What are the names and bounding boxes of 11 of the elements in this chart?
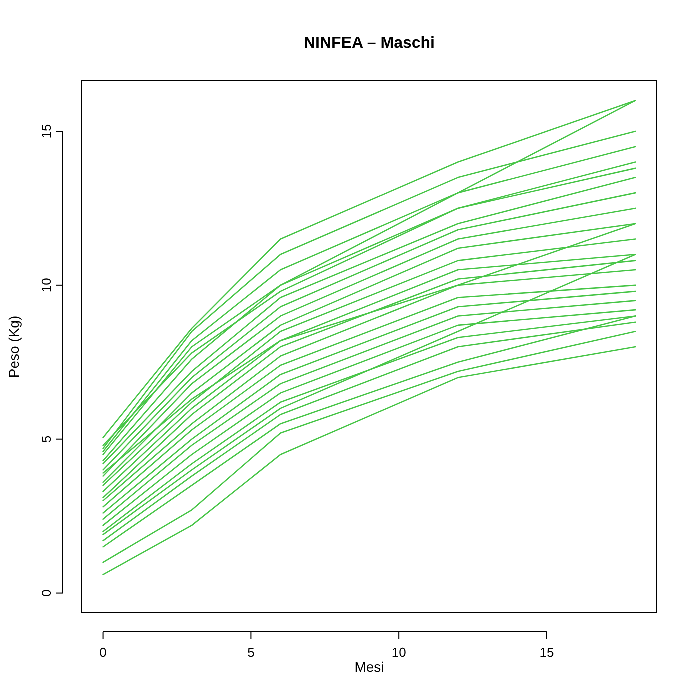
x-axis-title: Mesi	[354, 659, 384, 675]
chart-title: NINFEA – Maschi	[304, 35, 435, 52]
x-tick-label: 0	[100, 645, 107, 660]
y-axis-title: Peso (Kg)	[6, 316, 22, 378]
y-tick-label: 5	[39, 436, 54, 443]
y-tick-label: 10	[39, 278, 54, 293]
x-tick-label: 10	[392, 645, 406, 660]
y-tick-label: 0	[39, 590, 54, 597]
y-tick-label: 15	[39, 124, 54, 139]
x-tick-label: 15	[540, 645, 554, 660]
x-tick-label: 5	[248, 645, 255, 660]
